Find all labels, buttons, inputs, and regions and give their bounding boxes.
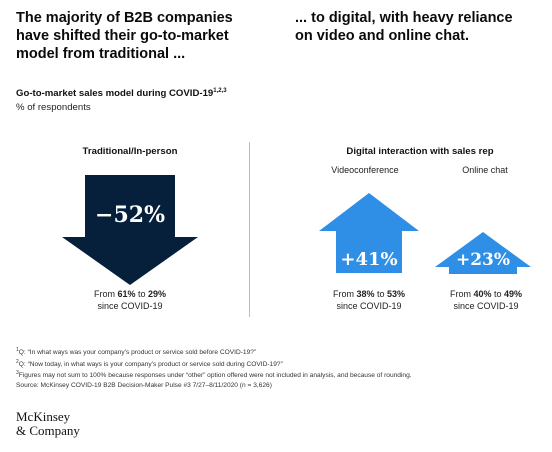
subtitle-footnote-refs: 1,2,3 — [213, 88, 227, 94]
caption-suffix: since COVID-19 — [336, 301, 402, 311]
arrow-up-videoconference: +41% — [319, 193, 419, 273]
caption-prefix: From — [93, 289, 118, 299]
column-label-videoconference: Videoconference — [331, 165, 399, 175]
from-value: 40% — [473, 289, 492, 299]
to-value: 53% — [387, 289, 406, 299]
footnote-text: Figures may not sum to 100% because resp… — [18, 372, 412, 380]
arrow-value-label: +23% — [456, 250, 510, 270]
caption-mid: to — [491, 289, 504, 299]
headline-left-line: have shifted their go-to-market — [16, 28, 229, 44]
footnote-text: Q: “In what ways was your company’s prod… — [18, 349, 257, 357]
arrow-down-traditional: −52% — [62, 175, 198, 285]
arrow-shape — [435, 232, 531, 274]
headline-left-line: model from traditional ... — [16, 46, 186, 62]
footnote: 3Figures may not sum to 100% because res… — [16, 369, 546, 381]
arrow-value-label: −52% — [95, 202, 165, 228]
caption-line: From 38% to 53% — [304, 288, 434, 300]
section-title-digital: Digital interaction with sales rep — [346, 146, 494, 157]
headline-left-line: The majority of B2B companies — [16, 10, 233, 26]
section-title-traditional: Traditional/In-person — [82, 146, 178, 157]
arrow-value-label: +41% — [340, 249, 397, 270]
arrow-shape — [62, 175, 198, 285]
caption-suffix: since COVID-19 — [97, 301, 163, 311]
caption-traditional: From 61% to 29% since COVID-19 — [40, 288, 220, 312]
caption-prefix: From — [449, 289, 474, 299]
footnote-number: 2 — [16, 358, 19, 365]
from-value: 61% — [117, 289, 136, 299]
footnotes: 1Q: “In what ways was your company’s pro… — [16, 346, 546, 390]
arrow-up-online-chat: +23% — [435, 232, 531, 274]
source-note: Source: McKinsey COVID-19 B2B Decision-M… — [16, 381, 272, 389]
caption-line: From 40% to 49% — [426, 288, 546, 300]
chart-unit: % of respondents — [16, 102, 91, 113]
chart-subtitle: Go-to-market sales model during COVID-19… — [16, 88, 227, 99]
chart-subtitle-text: Go-to-market sales model during COVID-19 — [16, 88, 214, 100]
caption-line: From 61% to 29% — [40, 288, 220, 300]
headline-left: The majority of B2B companies have shift… — [16, 9, 266, 63]
logo-line: McKinsey — [16, 409, 71, 424]
logo-line: & Company — [16, 422, 80, 438]
caption-mid: to — [374, 289, 387, 299]
column-label-online-chat: Online chat — [462, 165, 508, 175]
headline-right-line: ... to digital, with heavy reliance — [295, 10, 513, 26]
footnote: 2Q: “Now today, in what ways is your com… — [16, 358, 546, 370]
mckinsey-logo: McKinsey & Company — [16, 410, 80, 437]
caption-videoconference: From 38% to 53% since COVID-19 — [304, 288, 434, 312]
section-divider — [249, 142, 250, 317]
caption-prefix: From — [332, 289, 357, 299]
from-value: 38% — [356, 289, 375, 299]
caption-mid: to — [135, 289, 148, 299]
headline-right: ... to digital, with heavy reliance on v… — [295, 9, 545, 45]
arrow-shape — [319, 193, 419, 273]
footnote: 1Q: “In what ways was your company’s pro… — [16, 346, 546, 358]
headline-right-line: on video and online chat. — [295, 28, 470, 44]
caption-suffix: since COVID-19 — [453, 301, 519, 311]
footnote-text: Q: “Now today, in what ways is your comp… — [18, 360, 283, 368]
caption-online-chat: From 40% to 49% since COVID-19 — [426, 288, 546, 312]
footnote-number: 3 — [16, 370, 19, 377]
to-value: 49% — [504, 289, 523, 299]
footnote-number: 1 — [16, 347, 19, 353]
to-value: 29% — [148, 289, 167, 299]
